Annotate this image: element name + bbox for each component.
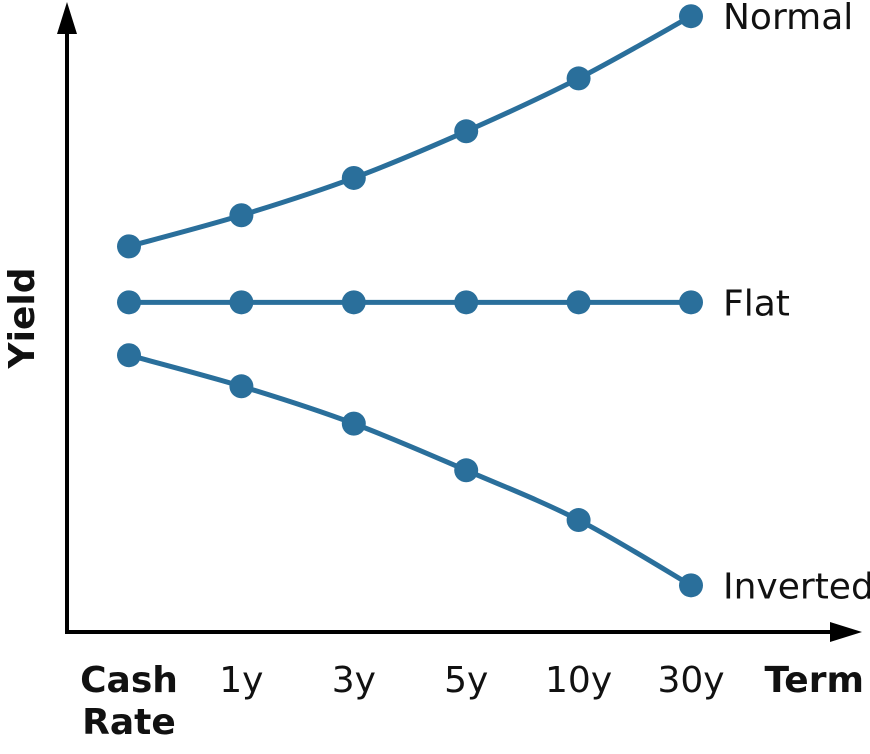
data-point-normal-5y (454, 119, 479, 144)
data-point-inverted-3y (341, 411, 366, 436)
series-inverted: Inverted (117, 343, 870, 607)
data-point-inverted-5y (454, 458, 479, 483)
x-tick-label-3y: 3y (332, 660, 376, 701)
data-point-normal-1y (229, 203, 254, 228)
data-point-flat-30y (679, 290, 703, 315)
data-point-normal-10y (566, 66, 591, 91)
x-tick-label-line: Rate (82, 702, 176, 743)
series-label-inverted: Inverted (723, 566, 870, 607)
x-tick-label-cash-rate: Cash Rate (80, 660, 178, 743)
series-flat: Flat (117, 283, 790, 324)
x-tick-label-30y: 30y (657, 660, 724, 701)
x-axis-arrow (830, 622, 862, 642)
data-point-flat-1y (229, 290, 254, 315)
data-point-flat-5y (454, 290, 479, 315)
data-point-inverted-30y (679, 573, 703, 598)
data-point-normal-30y (679, 4, 703, 29)
x-tick-labels: Cash Rate 1y 3y 5y 10y 30y (80, 660, 724, 743)
x-tick-label-line: Cash (80, 660, 178, 701)
y-axis (57, 2, 77, 632)
series-line-normal (128, 14, 693, 249)
x-axis-title: Term (765, 660, 864, 701)
series-layer: Normal Flat Inverted (117, 0, 870, 607)
series-label-normal: Normal (723, 0, 853, 38)
data-point-inverted-cash-rate (117, 343, 141, 368)
series-normal: Normal (117, 0, 853, 259)
x-tick-label-10y: 10y (545, 660, 612, 701)
data-point-flat-3y (341, 290, 366, 315)
data-point-flat-cash-rate (117, 290, 141, 315)
data-point-inverted-1y (229, 374, 254, 399)
data-point-inverted-10y (566, 508, 591, 533)
series-line-inverted (128, 352, 693, 588)
y-axis-title: Yield (2, 268, 43, 370)
series-label-flat: Flat (723, 283, 790, 324)
y-axis-arrow (57, 2, 77, 34)
data-point-normal-3y (341, 165, 366, 190)
x-tick-label-5y: 5y (444, 660, 488, 701)
data-point-normal-cash-rate (117, 234, 141, 259)
data-point-flat-10y (566, 290, 591, 315)
x-axis (65, 622, 862, 642)
x-tick-label-1y: 1y (219, 660, 263, 701)
